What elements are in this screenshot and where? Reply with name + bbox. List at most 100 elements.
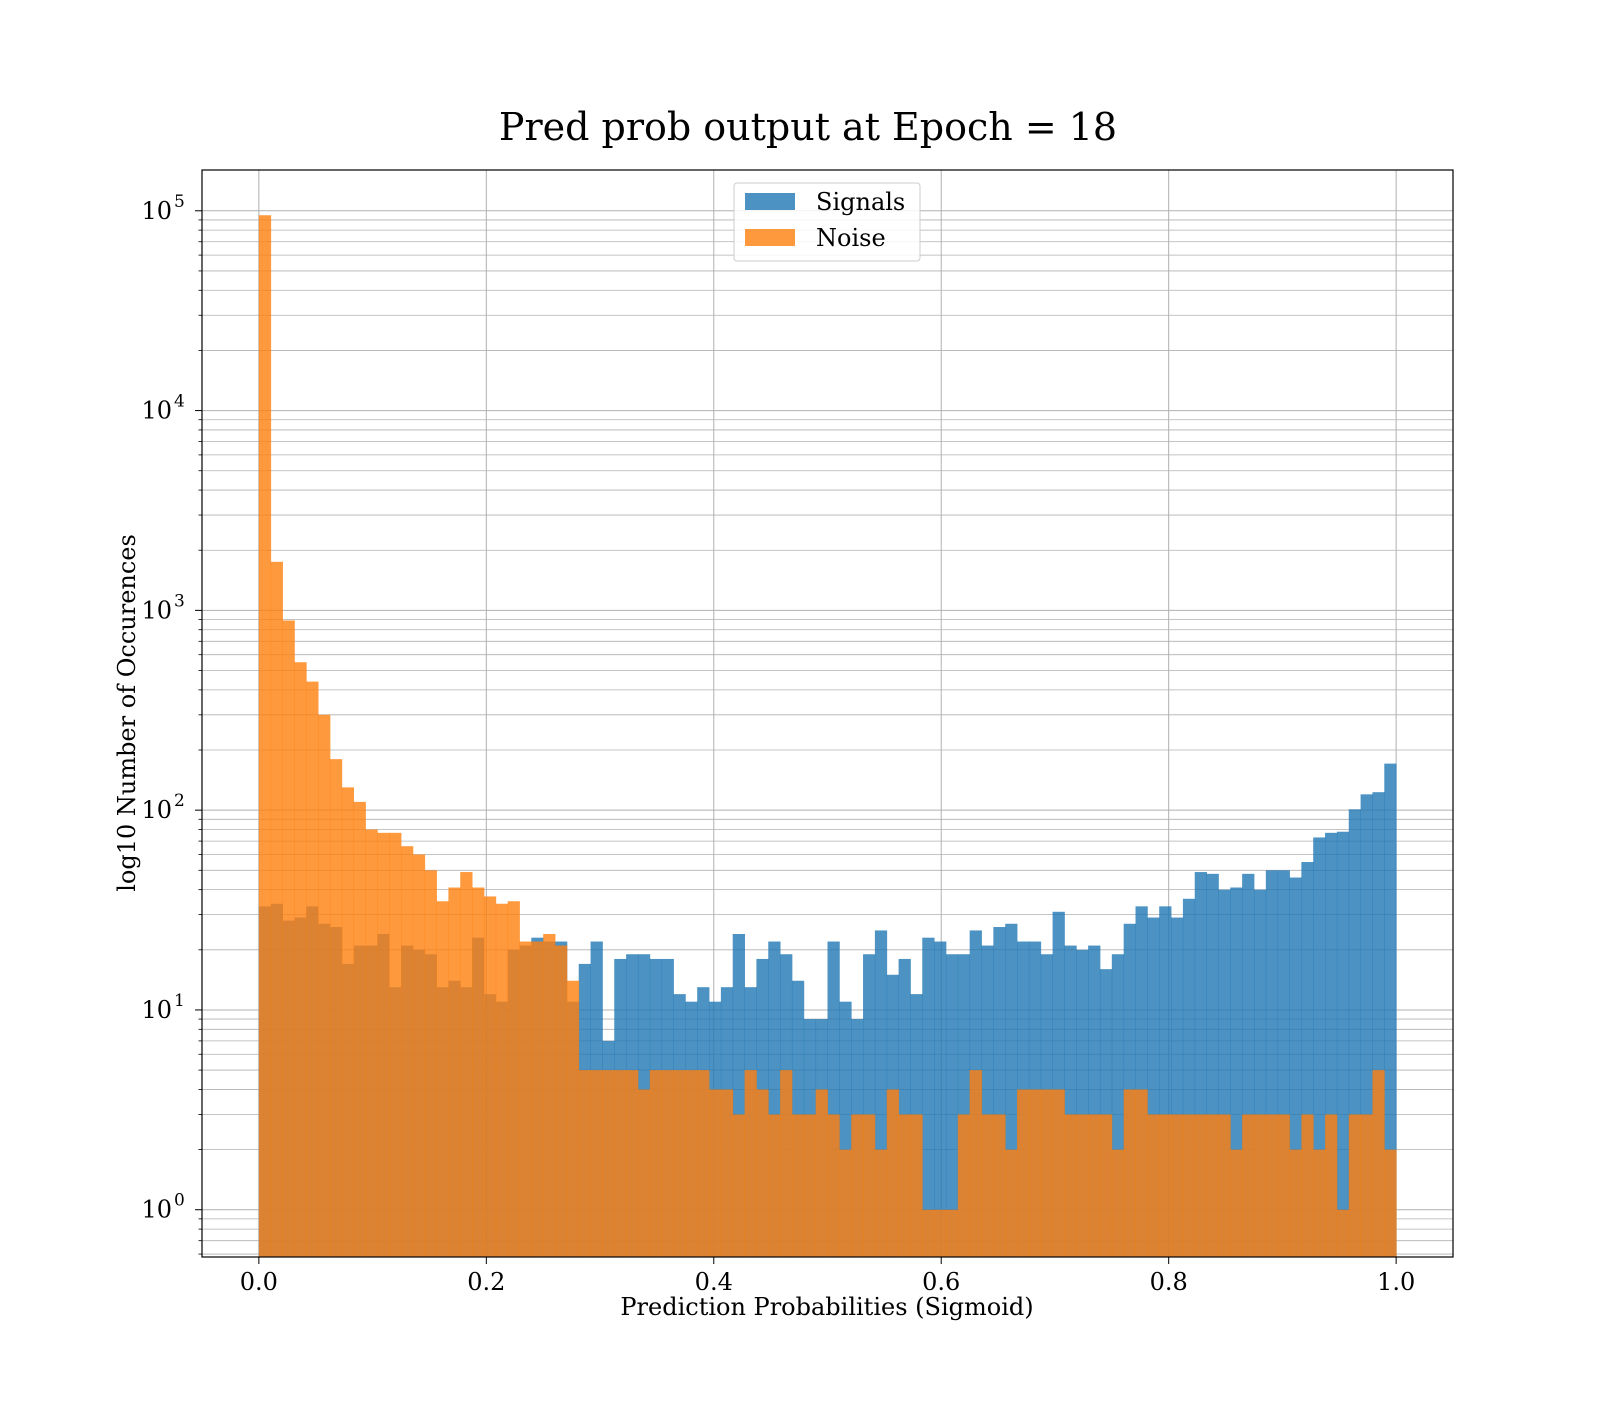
histogram-bar — [827, 1114, 840, 1257]
histogram-bar — [922, 1209, 935, 1257]
y-tick-exponent: 0 — [174, 1191, 185, 1211]
histogram-bar — [483, 896, 497, 1257]
series-noise-bars — [258, 215, 1397, 1257]
histogram-bar — [448, 887, 461, 1257]
histogram-bar — [649, 1070, 663, 1257]
y-tick-label: 10 — [141, 596, 172, 624]
histogram-bar — [519, 941, 532, 1257]
histogram-bar — [1076, 1114, 1089, 1257]
histogram-bar — [993, 1114, 1006, 1257]
y-tick-label: 10 — [141, 1196, 172, 1224]
histogram-bar — [341, 787, 355, 1257]
histogram-bar — [934, 1209, 947, 1257]
histogram-bar — [732, 1114, 745, 1257]
histogram-bar — [412, 854, 426, 1257]
histogram-bar — [720, 1089, 734, 1257]
histogram-bar — [1123, 1089, 1136, 1257]
histogram-bar — [424, 870, 437, 1257]
histogram-bar — [1099, 1114, 1113, 1257]
histogram-bar — [945, 1209, 959, 1257]
histogram-bar — [863, 1114, 876, 1257]
y-tick-label: 10 — [141, 996, 172, 1024]
x-tick-label: 1.0 — [1377, 1268, 1415, 1296]
histogram-bar — [969, 1070, 982, 1257]
histogram-bar — [1171, 1114, 1184, 1257]
histogram-bar — [365, 829, 378, 1257]
histogram-bar — [1088, 1114, 1101, 1257]
legend-swatch-noise — [745, 229, 795, 246]
histogram-bar — [543, 933, 556, 1257]
histogram-bar — [1028, 1089, 1042, 1257]
histogram-bar — [377, 832, 390, 1257]
histogram-bar — [673, 1070, 686, 1257]
histogram-bar — [306, 681, 319, 1257]
histogram-bar — [1005, 1149, 1018, 1257]
histogram-bar — [756, 1089, 769, 1257]
legend-label-noise: Noise — [816, 224, 886, 252]
histogram-bar — [1182, 1114, 1196, 1257]
histogram-bar — [697, 1070, 710, 1257]
y-tick-exponent: 4 — [174, 392, 185, 412]
histogram-bar — [1040, 1089, 1053, 1257]
histogram-bar — [294, 662, 307, 1257]
histogram-bar — [637, 1089, 651, 1257]
histogram-bar — [578, 1070, 591, 1257]
histogram-bar — [1384, 763, 1397, 1257]
histogram-bar — [934, 941, 947, 1257]
histogram-bar — [531, 941, 544, 1257]
legend: Signals Noise — [733, 182, 921, 262]
y-tick-label: 10 — [141, 796, 172, 824]
histogram-bar — [780, 1070, 793, 1257]
histogram-bar — [1348, 1114, 1361, 1257]
histogram-bar — [709, 1089, 722, 1257]
y-axis-label: log10 Number of Occurences — [113, 534, 141, 892]
histogram-bar — [1147, 1114, 1160, 1257]
histogram-bar — [436, 901, 449, 1257]
histogram-bar — [258, 215, 272, 1257]
histogram-bar — [270, 561, 283, 1257]
histogram-bar — [957, 1114, 971, 1257]
histogram-bar — [815, 1089, 828, 1257]
histogram-bar — [1265, 1114, 1279, 1257]
plot-frame — [201, 169, 1454, 1258]
histogram-bar — [1277, 1114, 1290, 1257]
chart-title: Pred prob output at Epoch = 18 — [499, 105, 1117, 149]
histogram-bar — [1017, 1089, 1030, 1257]
histogram-bar — [1313, 1149, 1326, 1257]
histogram-bar — [1336, 1209, 1350, 1257]
y-tick-exponent: 2 — [174, 791, 185, 811]
histogram-bar — [1336, 831, 1350, 1257]
histogram-bar — [1253, 1114, 1267, 1257]
x-tick-label: 0.4 — [695, 1268, 733, 1296]
histogram-bar — [685, 1070, 698, 1257]
histogram-bar — [626, 1070, 639, 1257]
histogram-bar — [1135, 1089, 1148, 1257]
x-axis-label: Prediction Probabilities (Sigmoid) — [620, 1293, 1033, 1321]
histogram-bar — [1301, 1114, 1314, 1257]
histogram-bar — [768, 1114, 781, 1257]
histogram-bar — [839, 1149, 852, 1257]
legend-label-signals: Signals — [816, 188, 905, 216]
histogram-bar — [602, 1070, 615, 1257]
histogram-bars — [258, 215, 1397, 1257]
x-tick-label: 0.6 — [922, 1268, 960, 1296]
histogram-bar — [566, 980, 580, 1257]
histogram-bar — [744, 1070, 757, 1257]
y-tick-label: 10 — [141, 197, 172, 225]
histogram-bar — [851, 1114, 864, 1257]
histogram-bar — [495, 903, 509, 1257]
histogram-bar — [1242, 1114, 1255, 1257]
histogram-bar — [1325, 1114, 1338, 1257]
x-tick-label: 0.8 — [1150, 1268, 1188, 1296]
histogram-bar — [389, 832, 402, 1257]
histogram-bar — [614, 1070, 627, 1257]
histogram-bar — [803, 1114, 817, 1257]
histogram-bar — [318, 714, 331, 1257]
histogram-bar — [1218, 1114, 1231, 1257]
histogram-bar — [1111, 1149, 1125, 1257]
histogram-bar — [401, 846, 414, 1257]
histogram-bar — [590, 1070, 603, 1257]
histogram-bar — [1360, 1114, 1373, 1257]
histogram-bar — [1064, 1114, 1077, 1257]
